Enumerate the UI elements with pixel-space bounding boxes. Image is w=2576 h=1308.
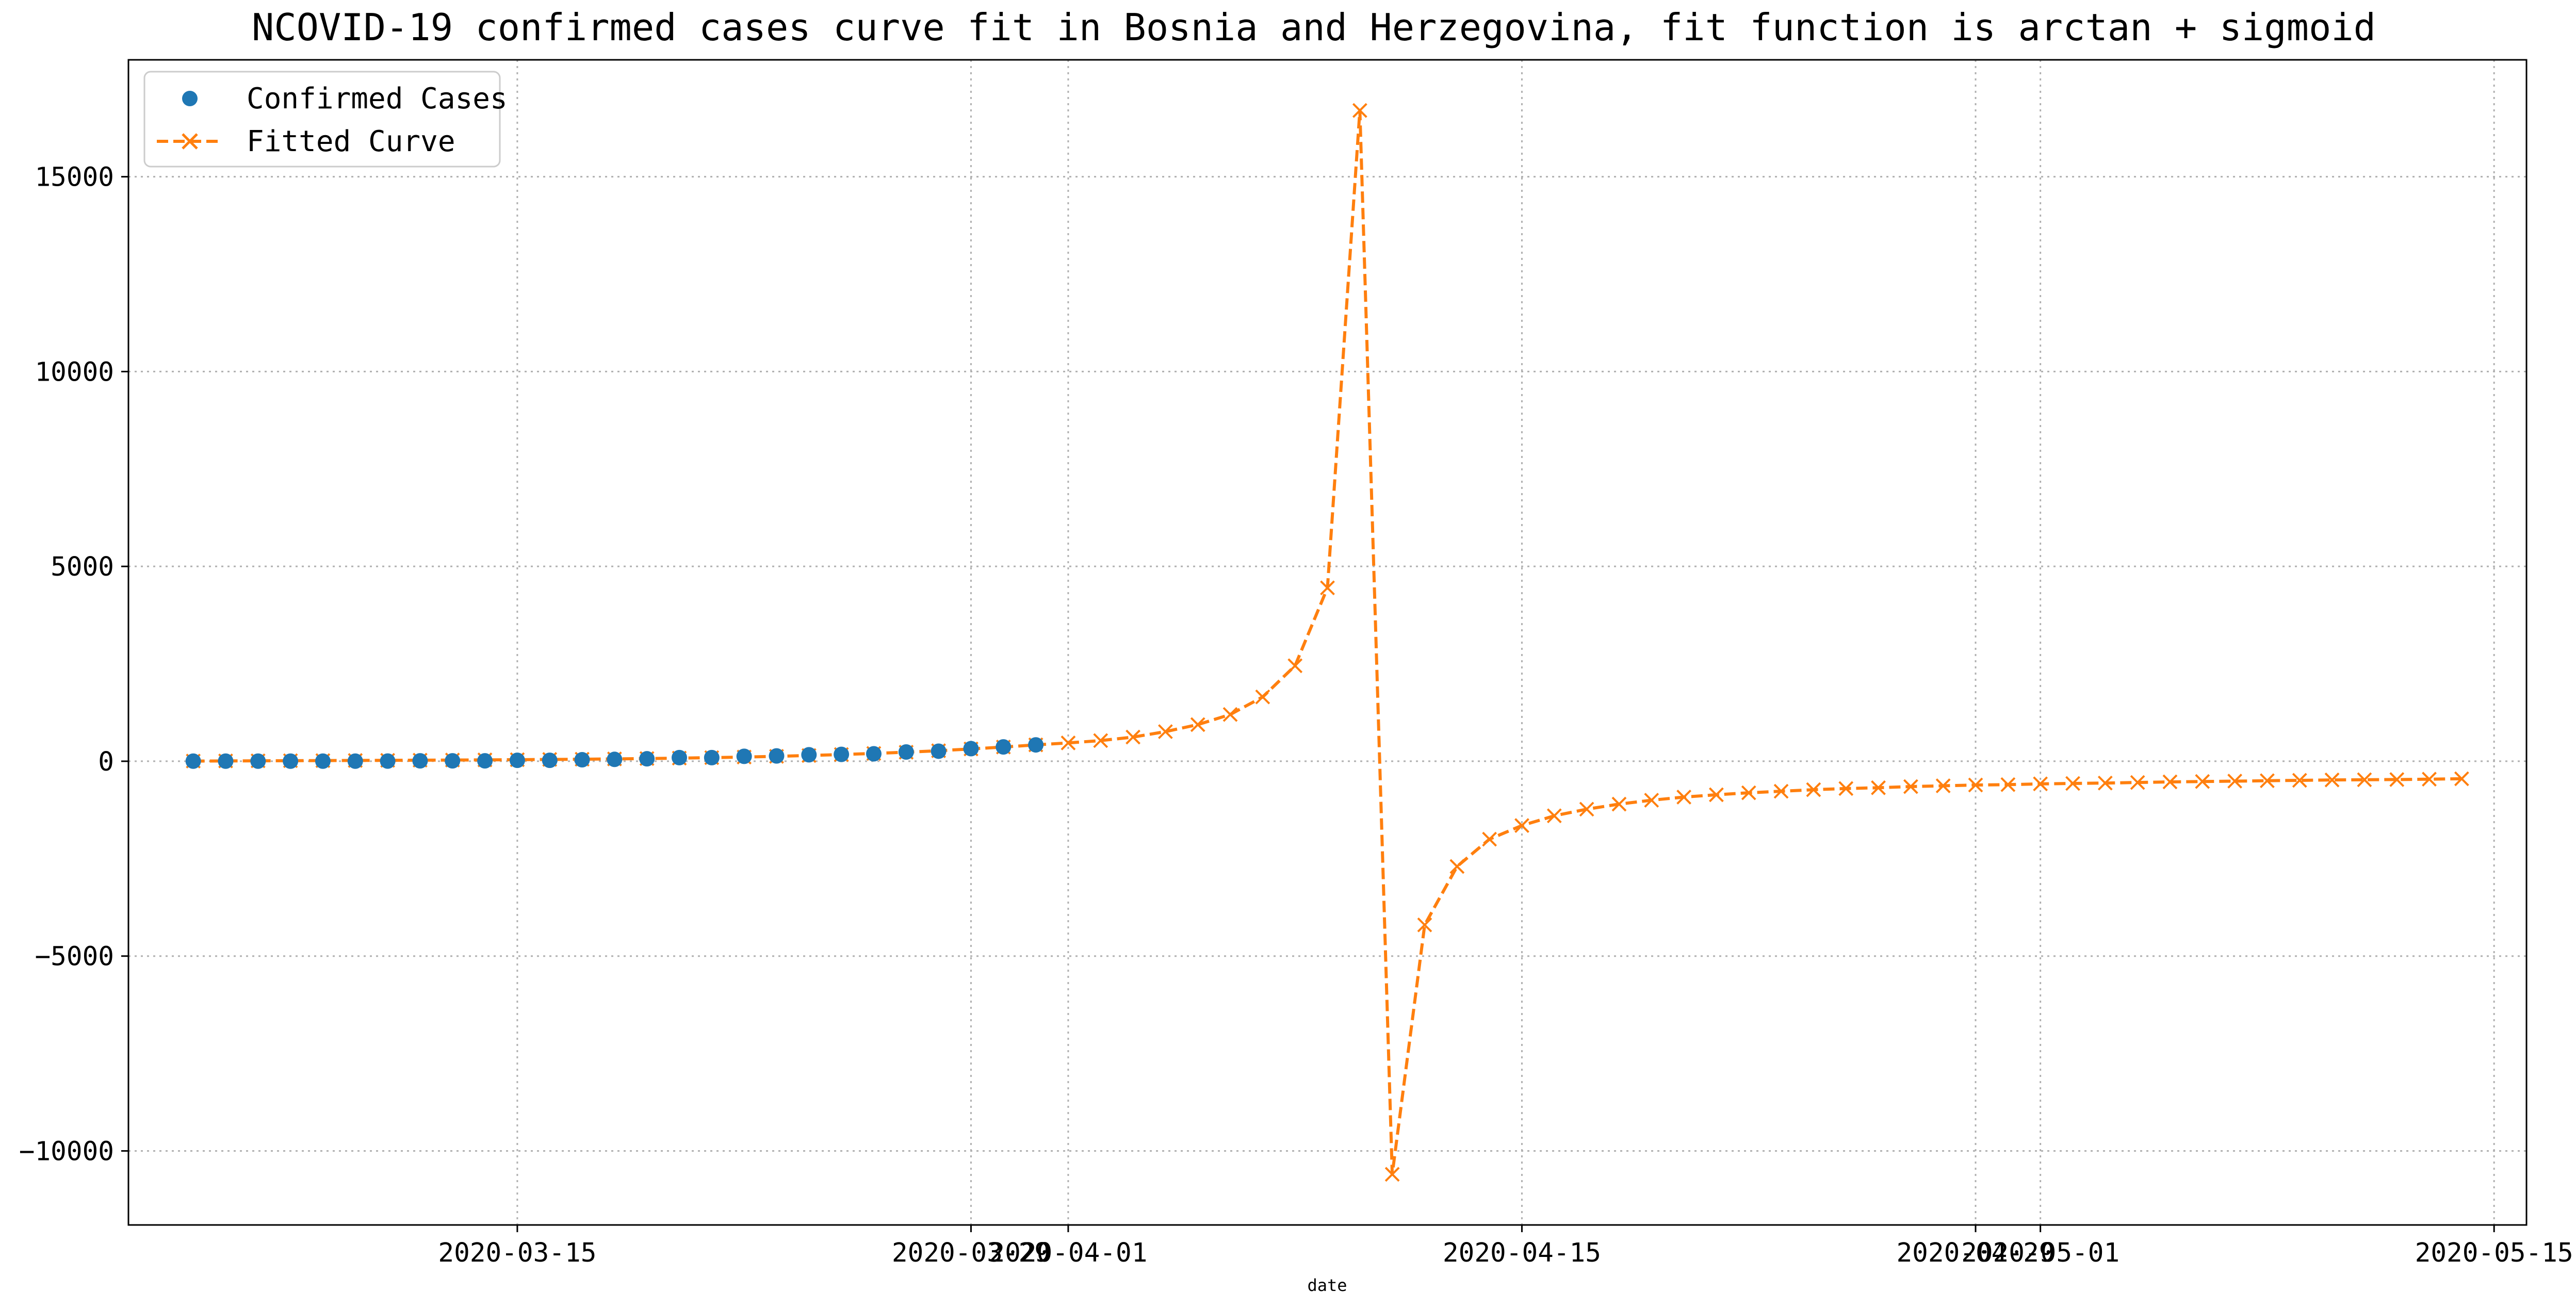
- fitted-curve-marker: [1676, 790, 1691, 805]
- fitted-curve-line: [193, 109, 2462, 1176]
- confirmed-cases-point: [672, 749, 688, 765]
- fitted-curve-marker: [1968, 777, 1983, 793]
- x-tick-label: 2020-05-15: [2415, 1238, 2573, 1268]
- x-tick-label: 2020-04-15: [1443, 1238, 1601, 1268]
- fitted-curve-marker: [1806, 782, 1821, 797]
- x-tick-label: 2020-03-15: [438, 1238, 596, 1268]
- fitted-curve-marker: [1482, 831, 1497, 847]
- grid-layer: [128, 60, 2526, 1225]
- fitted-curve-marker: [2292, 773, 2307, 788]
- series-layer: [185, 103, 2469, 1182]
- confirmed-cases-point: [898, 744, 914, 760]
- fitted-curve-marker: [2065, 776, 2080, 791]
- confirmed-cases-point: [963, 741, 979, 757]
- confirmed-cases-point: [315, 753, 331, 769]
- fitted-curve-marker: [2097, 775, 2113, 791]
- confirmed-cases-point: [639, 751, 655, 767]
- y-tick-label: 15000: [35, 162, 114, 193]
- confirmed-cases-point: [509, 753, 525, 769]
- confirmed-cases-point: [931, 743, 947, 759]
- y-tick-label: −10000: [19, 1136, 114, 1167]
- fitted-curve-marker: [2357, 772, 2372, 788]
- confirmed-cases-point: [347, 753, 363, 769]
- fitted-curve-marker: [1449, 859, 1465, 874]
- confirmed-cases-point: [834, 746, 850, 762]
- x-tick-label: 2020-04-29: [1896, 1238, 2055, 1268]
- fitted-curve-marker: [1093, 733, 1108, 748]
- chart-title: NCOVID-19 confirmed cases curve fit in B…: [252, 6, 2376, 49]
- confirmed-cases-point: [185, 753, 201, 769]
- x-axis-label: date: [1307, 1276, 1347, 1295]
- fitted-curve-marker: [1611, 796, 1627, 812]
- x-tick-label: 2020-05-01: [1961, 1238, 2120, 1268]
- y-tick-label: 10000: [35, 357, 114, 387]
- fitted-curve-marker: [1514, 818, 1529, 833]
- fitted-curve-marker: [2454, 771, 2469, 787]
- fitted-curve-marker: [1546, 808, 1562, 824]
- fitted-curve-marker: [2000, 777, 2016, 792]
- fitted-curve-marker: [1708, 787, 1724, 803]
- confirmed-cases-point: [380, 753, 396, 769]
- fitted-curve-marker: [1255, 689, 1270, 705]
- fitted-curve-marker: [1644, 793, 1659, 808]
- fitted-curve-marker: [1741, 785, 1756, 800]
- fitted-curve-marker: [1903, 779, 1918, 794]
- confirmed-cases-point: [801, 747, 817, 763]
- fitted-curve-marker: [2195, 774, 2210, 789]
- fitted-curve-marker: [1838, 781, 1854, 796]
- fitted-curve-marker: [1157, 724, 1173, 739]
- fitted-curve-marker: [1126, 729, 1140, 745]
- fitted-curve-marker: [1384, 1167, 1400, 1182]
- confirmed-cases-point: [866, 746, 882, 762]
- fitted-curve-marker: [1773, 783, 1789, 799]
- confirmed-cases-point: [283, 753, 299, 769]
- x-tick-label: 2020-04-01: [989, 1238, 1147, 1268]
- confirmed-cases-point: [477, 753, 493, 769]
- confirmed-cases-point: [412, 753, 428, 769]
- fitted-curve-marker: [2227, 774, 2242, 789]
- legend-marker-fitted-curve: [182, 133, 198, 150]
- y-tick-label: −5000: [35, 942, 114, 972]
- fitted-curve-marker: [1287, 658, 1303, 674]
- legend-marker-confirmed-cases: [182, 91, 198, 106]
- fitted-curve-marker: [1935, 778, 1951, 793]
- fitted-curve-marker: [1579, 802, 1594, 817]
- fitted-curve-marker: [1417, 917, 1432, 933]
- confirmed-cases-point: [996, 739, 1012, 755]
- legend-frame: [143, 71, 501, 168]
- fitted-curve-marker: [1352, 103, 1367, 118]
- fitted-curve-marker: [2422, 772, 2437, 787]
- confirmed-cases-point: [250, 753, 266, 769]
- y-tick-label: 0: [98, 747, 114, 777]
- confirmed-cases-point: [607, 751, 623, 767]
- x-tick-label: 2020-03-29: [892, 1238, 1050, 1268]
- fitted-curve-marker: [2389, 772, 2405, 787]
- confirmed-cases-point: [218, 753, 234, 769]
- confirmed-cases-point: [736, 748, 752, 764]
- fitted-curve-marker: [1871, 780, 1886, 795]
- confirmed-cases-point: [769, 748, 785, 764]
- y-tick-label: 5000: [51, 552, 114, 582]
- confirmed-cases-point: [704, 749, 720, 765]
- fitted-curve-marker: [2033, 776, 2048, 792]
- fitted-curve-marker: [2130, 775, 2145, 790]
- legend: Confirmed Cases Fitted Curve: [143, 71, 508, 168]
- confirmed-cases-point: [1028, 737, 1044, 753]
- legend-label-confirmed-cases: Confirmed Cases: [247, 82, 508, 116]
- fitted-curve-marker: [1222, 707, 1238, 722]
- fitted-curve-marker: [1061, 735, 1076, 750]
- legend-label-fitted-curve: Fitted Curve: [247, 125, 455, 158]
- confirmed-cases-point: [574, 752, 590, 768]
- confirmed-cases-point: [542, 753, 558, 769]
- confirmed-cases-point: [445, 753, 461, 769]
- fitted-curve-marker: [2324, 772, 2340, 788]
- fitted-curve-marker: [1320, 580, 1335, 596]
- fitted-curve-marker: [2259, 773, 2275, 789]
- fitted-curve-marker: [2162, 774, 2178, 790]
- plot-area-border: [127, 59, 2528, 1226]
- fitted-curve-marker: [1190, 717, 1205, 732]
